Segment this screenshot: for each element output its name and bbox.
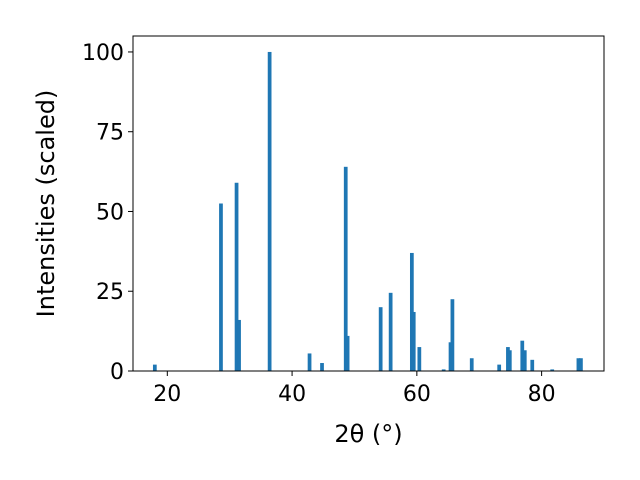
bar [388,292,393,371]
bar [234,182,239,371]
bar [579,358,583,371]
x-tick-label: 20 [153,382,181,407]
bar [409,252,414,371]
plot-frame [132,35,605,372]
bars-group [152,51,583,371]
x-tick-label: 80 [528,382,556,407]
bar [469,358,474,371]
bar [152,364,157,371]
bar [343,166,348,371]
x-ticks-group: 20 40 60 80 [153,371,556,407]
bar [378,307,383,371]
bar [450,299,455,371]
bar [219,203,223,371]
y-ticks-group: 0 25 50 75 100 [82,41,133,385]
y-tick-label: 25 [96,280,124,305]
bar [417,347,422,371]
bar [448,342,453,371]
bar [307,353,312,371]
y-tick-label: 100 [82,41,124,66]
y-tick-label: 75 [96,121,124,146]
y-axis-label: Intensities (scaled) [32,90,60,318]
bar [520,340,525,371]
bar [441,369,446,371]
bar [267,51,272,371]
bar [530,359,535,371]
x-tick-label: 60 [403,382,431,407]
x-tick-label: 40 [278,382,306,407]
bar [345,335,350,371]
y-tick-label: 50 [96,200,124,225]
bar [507,350,512,371]
bar [411,311,416,371]
x-axis-label: 2θ (°) [334,420,402,448]
bar [550,369,555,371]
bar [497,364,502,371]
bar [576,358,581,371]
bar [237,319,241,371]
bar [320,363,324,371]
y-tick-label: 0 [110,360,124,385]
bar [522,350,527,371]
